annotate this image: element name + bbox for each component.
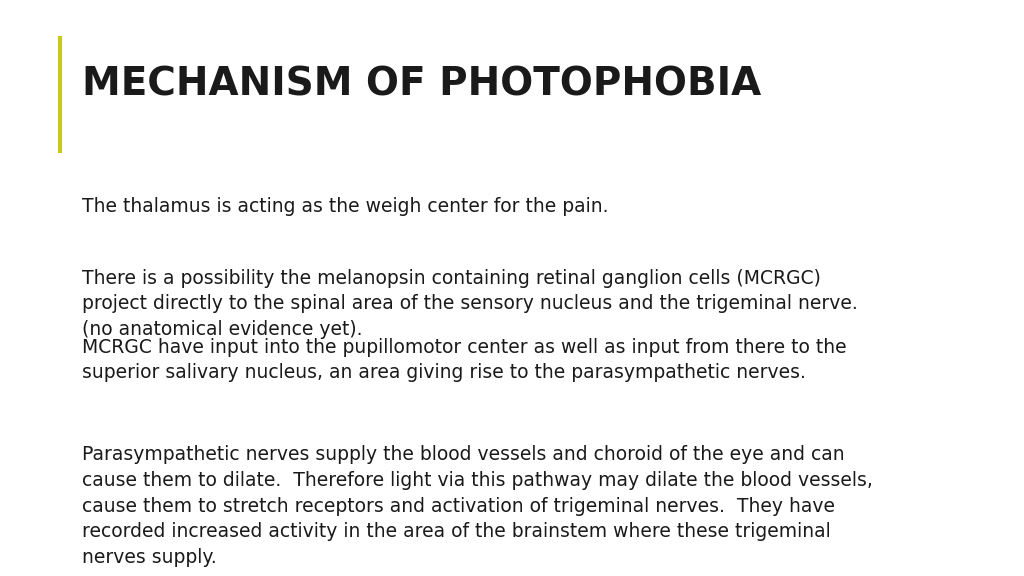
Text: MCRGC have input into the pupillomotor center as well as input from there to the: MCRGC have input into the pupillomotor c… xyxy=(82,338,846,382)
Text: MECHANISM OF PHOTOPHOBIA: MECHANISM OF PHOTOPHOBIA xyxy=(82,66,761,104)
Text: Parasympathetic nerves supply the blood vessels and choroid of the eye and can
c: Parasympathetic nerves supply the blood … xyxy=(82,445,872,567)
Text: The thalamus is acting as the weigh center for the pain.: The thalamus is acting as the weigh cent… xyxy=(82,197,608,216)
Text: There is a possibility the melanopsin containing retinal ganglion cells (MCRGC)
: There is a possibility the melanopsin co… xyxy=(82,268,857,339)
